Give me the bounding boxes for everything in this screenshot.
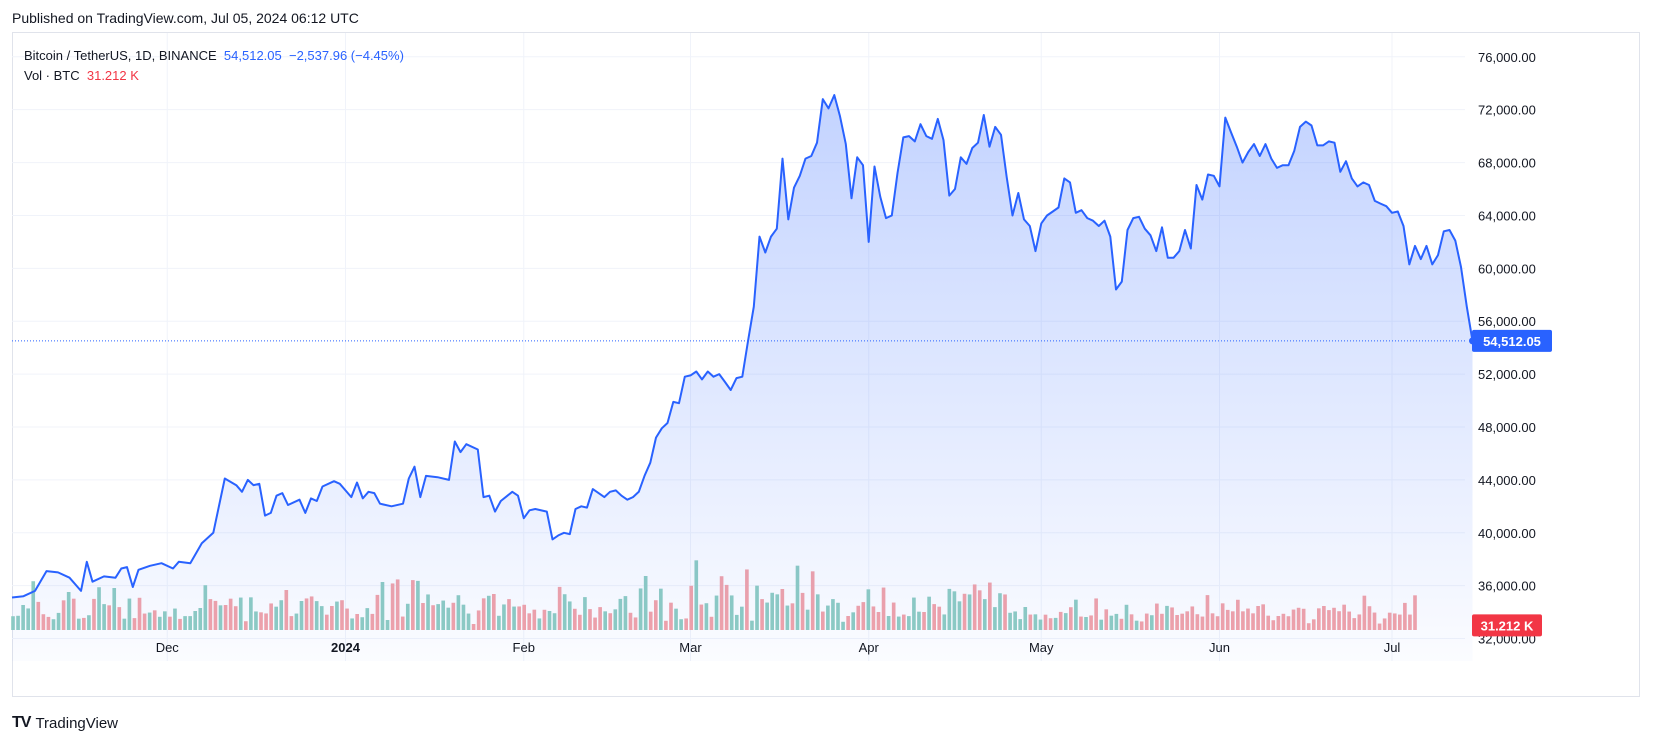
chart-frame <box>12 32 1640 697</box>
price-tick-label: 48,000.00 <box>1478 420 1536 435</box>
legend-volume-row: Vol · BTC 31.212 K <box>24 66 404 86</box>
last-price-value: 54,512.05 <box>223 48 282 63</box>
price-tick-label: 56,000.00 <box>1478 314 1536 329</box>
time-tick-label: 2024 <box>331 640 361 655</box>
price-tick-label: 68,000.00 <box>1478 156 1536 171</box>
volume-value: 31.212 K <box>86 68 139 83</box>
last-volume-tag-bg <box>1472 614 1542 637</box>
time-tick-label: Jul <box>1384 640 1401 655</box>
legend-price-row: Bitcoin / TetherUS, 1D, BINANCE 54,512.0… <box>24 46 404 66</box>
published-note: Published on TradingView.com, Jul 05, 20… <box>12 10 359 26</box>
price-tick-label: 44,000.00 <box>1478 473 1536 488</box>
last-price-tag-bg <box>1472 329 1552 352</box>
price-tick-label: 40,000.00 <box>1478 526 1536 541</box>
time-axis[interactable]: Dec 2024 Feb Mar Apr May Jun Jul <box>156 640 1401 655</box>
brand-name: TradingView <box>35 714 118 732</box>
price-area <box>11 94 1476 662</box>
time-tick-label: Dec <box>156 640 180 655</box>
time-tick-label: Feb <box>513 640 535 655</box>
last-price-tag: 54,512.05 <box>1472 329 1552 352</box>
price-tick-label: 72,000.00 <box>1478 103 1536 118</box>
time-tick-label: May <box>1029 640 1054 655</box>
price-tick-label: 52,000.00 <box>1478 367 1536 382</box>
time-tick-label: Apr <box>859 640 880 655</box>
tradingview-brand[interactable]: TV TradingView <box>12 714 118 732</box>
symbol-description[interactable]: Bitcoin / TetherUS, 1D, BINANCE <box>24 48 217 63</box>
price-change-value: −2,537.96 (−4.45%) <box>288 48 404 63</box>
price-tick-label: 36,000.00 <box>1478 579 1536 594</box>
price-line <box>11 94 1474 599</box>
chart-legend: Bitcoin / TetherUS, 1D, BINANCE 54,512.0… <box>24 46 404 86</box>
last-volume-tag-text: 31.212 K <box>1481 618 1534 633</box>
price-area-fill <box>12 95 1473 662</box>
volume-label[interactable]: Vol · BTC <box>24 68 80 83</box>
axis-tags: 54,512.05 31.212 K <box>1472 329 1552 637</box>
last-volume-tag: 31.212 K <box>1472 614 1542 637</box>
price-tick-label: 60,000.00 <box>1478 261 1536 276</box>
price-tick-label: 76,000.00 <box>1478 50 1536 65</box>
tradingview-logo-icon: TV <box>12 714 31 731</box>
time-tick-label: Mar <box>679 640 702 655</box>
price-tick-label: 64,000.00 <box>1478 208 1536 223</box>
last-price-tag-text: 54,512.05 <box>1483 334 1541 349</box>
time-tick-label: Jun <box>1209 640 1230 655</box>
